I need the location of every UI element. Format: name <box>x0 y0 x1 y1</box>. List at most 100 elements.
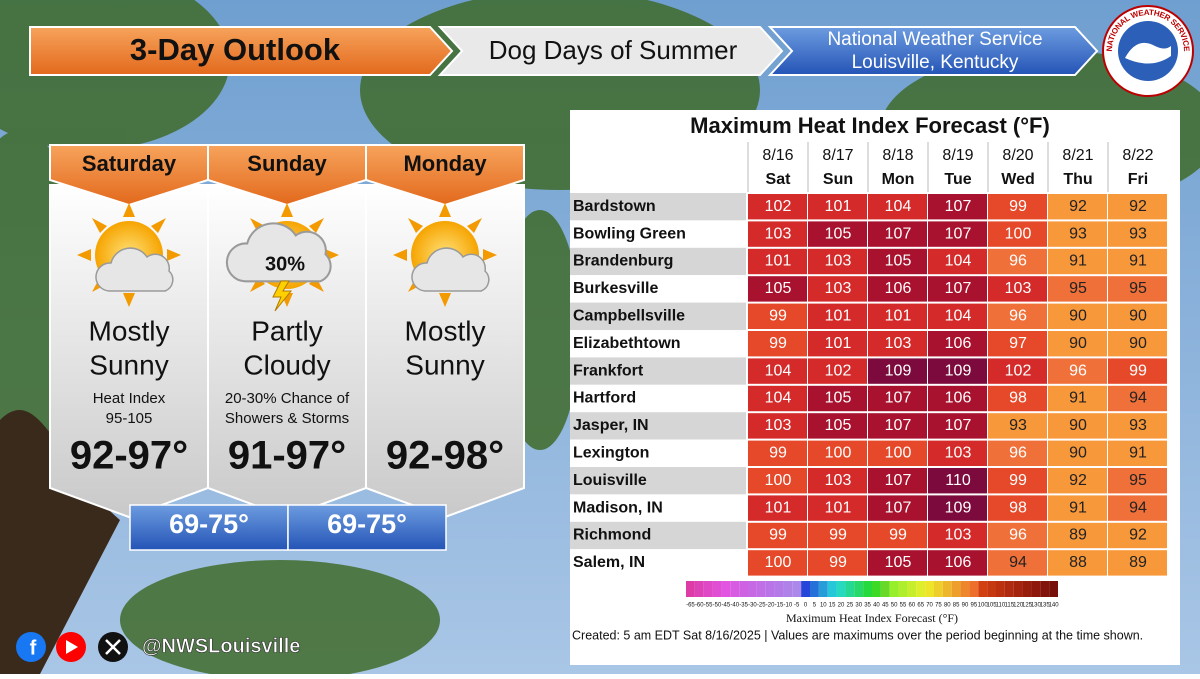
colorbar-tick: -60 <box>695 603 704 609</box>
cell-value: 91 <box>1069 253 1087 270</box>
colorbar-swatch <box>863 581 872 597</box>
colorbar-tick: -40 <box>730 603 739 609</box>
cell-value: 97 <box>1009 335 1027 352</box>
row-label: Brandenburg <box>573 253 673 270</box>
high-temp: 92-98° <box>386 434 504 478</box>
cell-value: 91 <box>1069 390 1087 407</box>
row-label: Salem, IN <box>573 554 645 571</box>
cell-value: 100 <box>765 472 792 489</box>
cell <box>1108 413 1167 439</box>
cell <box>748 468 807 494</box>
colorbar-tick: 15 <box>829 603 836 609</box>
row-label: Louisville <box>573 472 647 489</box>
cell <box>748 331 807 357</box>
cell-value: 95 <box>1129 472 1147 489</box>
cell <box>1048 468 1107 494</box>
cell-value: 89 <box>1069 527 1087 544</box>
cell <box>928 385 987 412</box>
cell <box>928 276 987 302</box>
cell-value: 96 <box>1069 362 1087 379</box>
youtube-glyph <box>66 640 78 654</box>
row-label-bg <box>570 302 746 330</box>
row-label-bg <box>570 521 746 550</box>
cell-value: 93 <box>1129 417 1147 434</box>
cell <box>1108 495 1167 521</box>
colorbar-swatch <box>1022 581 1032 597</box>
high-temp: 91-97° <box>228 434 346 478</box>
cell-value: 99 <box>1009 198 1027 215</box>
cell <box>988 358 1047 384</box>
day-name: Monday <box>403 151 487 176</box>
cell-value: 99 <box>1129 362 1147 379</box>
cell-value: 90 <box>1069 445 1087 462</box>
cell <box>1108 358 1167 384</box>
condition: Sunny <box>89 349 168 380</box>
colorbar-tick: -65 <box>686 603 695 609</box>
cell <box>868 413 927 439</box>
weekday: Fri <box>1128 171 1148 188</box>
colorbar-title: Maximum Heat Index Forecast (°F) <box>786 611 958 625</box>
day-header <box>207 144 367 207</box>
row-label-bg <box>570 330 746 358</box>
colorbar-tick: 95 <box>971 603 978 609</box>
cell <box>808 413 867 439</box>
colorbar-tick: 70 <box>926 603 933 609</box>
cell-value: 106 <box>945 554 972 571</box>
cell-value: 100 <box>765 554 792 571</box>
condition: Mostly <box>405 315 486 346</box>
colorbar-tick: 20 <box>838 603 845 609</box>
row-label-bg <box>570 549 746 577</box>
row-label-bg <box>570 357 746 385</box>
cell <box>868 550 927 576</box>
row-label: Bardstown <box>573 198 656 215</box>
cell <box>988 440 1047 466</box>
cell-value: 103 <box>945 445 972 462</box>
colorbar-tick: 60 <box>909 603 916 609</box>
colorbar-tick: 50 <box>891 603 898 609</box>
cell <box>928 194 987 220</box>
facebook-icon[interactable] <box>16 632 46 662</box>
cell <box>1108 550 1167 576</box>
colorbar-swatch <box>721 581 731 597</box>
cell-value: 89 <box>1129 554 1147 571</box>
colorbar-swatch <box>942 581 952 597</box>
row-label-bg <box>570 412 746 440</box>
row-label: Madison, IN <box>573 499 663 516</box>
cell <box>988 522 1047 549</box>
cell-value: 96 <box>1009 445 1027 462</box>
colorbar-swatch <box>827 581 837 597</box>
cell <box>808 221 867 247</box>
cell-value: 103 <box>825 280 852 297</box>
colorbar-tick: 0 <box>804 603 808 609</box>
colorbar-tick: -55 <box>704 603 713 609</box>
cell <box>748 303 807 329</box>
colorbar-swatch <box>872 581 881 597</box>
cell-value: 103 <box>765 417 792 434</box>
cell-value: 103 <box>825 253 852 270</box>
weekday: Thu <box>1063 171 1092 188</box>
cell <box>988 495 1047 521</box>
cell-value: 110 <box>945 472 971 489</box>
office-banner <box>767 26 1099 76</box>
cell-value: 90 <box>1129 308 1147 325</box>
row-label-bg <box>570 384 746 413</box>
cell-value: 105 <box>885 554 912 571</box>
row-label-bg <box>570 247 746 276</box>
cell-value: 100 <box>825 445 852 462</box>
cell <box>1108 440 1167 466</box>
cell <box>1048 248 1107 275</box>
cell <box>1048 495 1107 521</box>
social-handle[interactable]: @NWSLouisville <box>142 635 301 658</box>
cell <box>1048 276 1107 302</box>
date: 8/18 <box>882 147 913 164</box>
low-box <box>287 504 447 551</box>
colorbar-tick: -5 <box>794 603 800 609</box>
footer: Created: 5 am EDT Sat 8/16/2025 | Values… <box>572 628 1143 642</box>
colorbar-swatch <box>916 581 926 597</box>
cell <box>868 221 927 247</box>
cell-value: 100 <box>885 445 912 462</box>
cell-value: 109 <box>945 362 972 379</box>
high-temp: 92-97° <box>70 434 188 478</box>
colorbar-swatch <box>854 581 864 597</box>
cell <box>1048 194 1107 220</box>
